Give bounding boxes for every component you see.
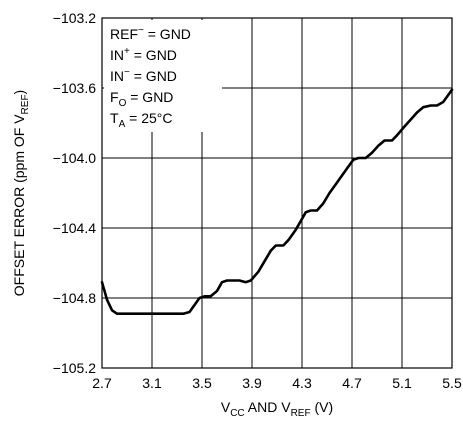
condition-text: = GND [144,26,191,42]
x-tick-label: 5.5 [442,375,462,391]
series-line [100,88,454,316]
y-tick-label: −105.2 [53,360,96,376]
x-axis-label-sub: REF [291,408,311,419]
x-tick-label: 3.5 [192,375,212,391]
condition-text: = GND [130,47,177,63]
condition-superscript: − [138,25,144,36]
y-tick-label: −103.2 [53,10,96,26]
x-tick-label: 5.1 [392,375,412,391]
x-tick-label: 4.7 [342,375,362,391]
condition-superscript: + [124,46,130,57]
y-axis-label-part: OFFSET ERROR (ppm OF V [11,114,27,296]
x-axis-label-part: AND V [245,399,292,415]
y-tick-label: −103.6 [53,80,96,96]
y-tick-label: −104.4 [53,220,96,236]
series-layer [100,88,454,316]
condition-text: IN [110,47,124,63]
condition-text: T [110,110,119,126]
y-axis-label: OFFSET ERROR (ppm OF VREF) [11,90,31,296]
condition-text: = 25°C [125,110,172,126]
condition-text: F [110,89,119,105]
y-tick-label: −104.8 [53,290,96,306]
condition-line: FO = GND [110,89,173,109]
plot-border [101,17,453,369]
condition-line: TA = 25°C [110,110,172,130]
y-axis-label-sub: REF [20,94,31,114]
x-tick-label: 3.9 [242,375,262,391]
plot-frame [101,17,453,369]
conditions-box [104,20,222,132]
x-axis-label: VCC AND VREF (V) [221,399,333,419]
x-axis-label-sub: CC [230,408,244,419]
x-tick-label: 3.1 [142,375,162,391]
condition-line: IN+ = GND [110,46,177,63]
condition-text: IN [110,68,124,84]
x-axis-label-part: V [221,399,231,415]
condition-line: REF− = GND [110,25,191,42]
condition-subscript: A [119,119,126,130]
condition-superscript: − [124,67,130,78]
condition-text: = GND [130,68,177,84]
condition-subscript: O [119,98,127,109]
y-axis-label-part: ) [11,90,27,95]
condition-line: IN− = GND [110,67,177,84]
tick-labels: 2.7 3.1 3.5 3.9 4.3 4.7 5.1 5.5 −103.2 −103.6 −104… [53,10,462,391]
y-tick-label: −104.0 [53,150,96,166]
x-tick-label: 2.7 [92,375,112,391]
x-axis-label-part: (V) [311,399,334,415]
condition-text: = GND [126,89,173,105]
x-tick-label: 4.3 [292,375,312,391]
condition-text: REF [110,26,138,42]
